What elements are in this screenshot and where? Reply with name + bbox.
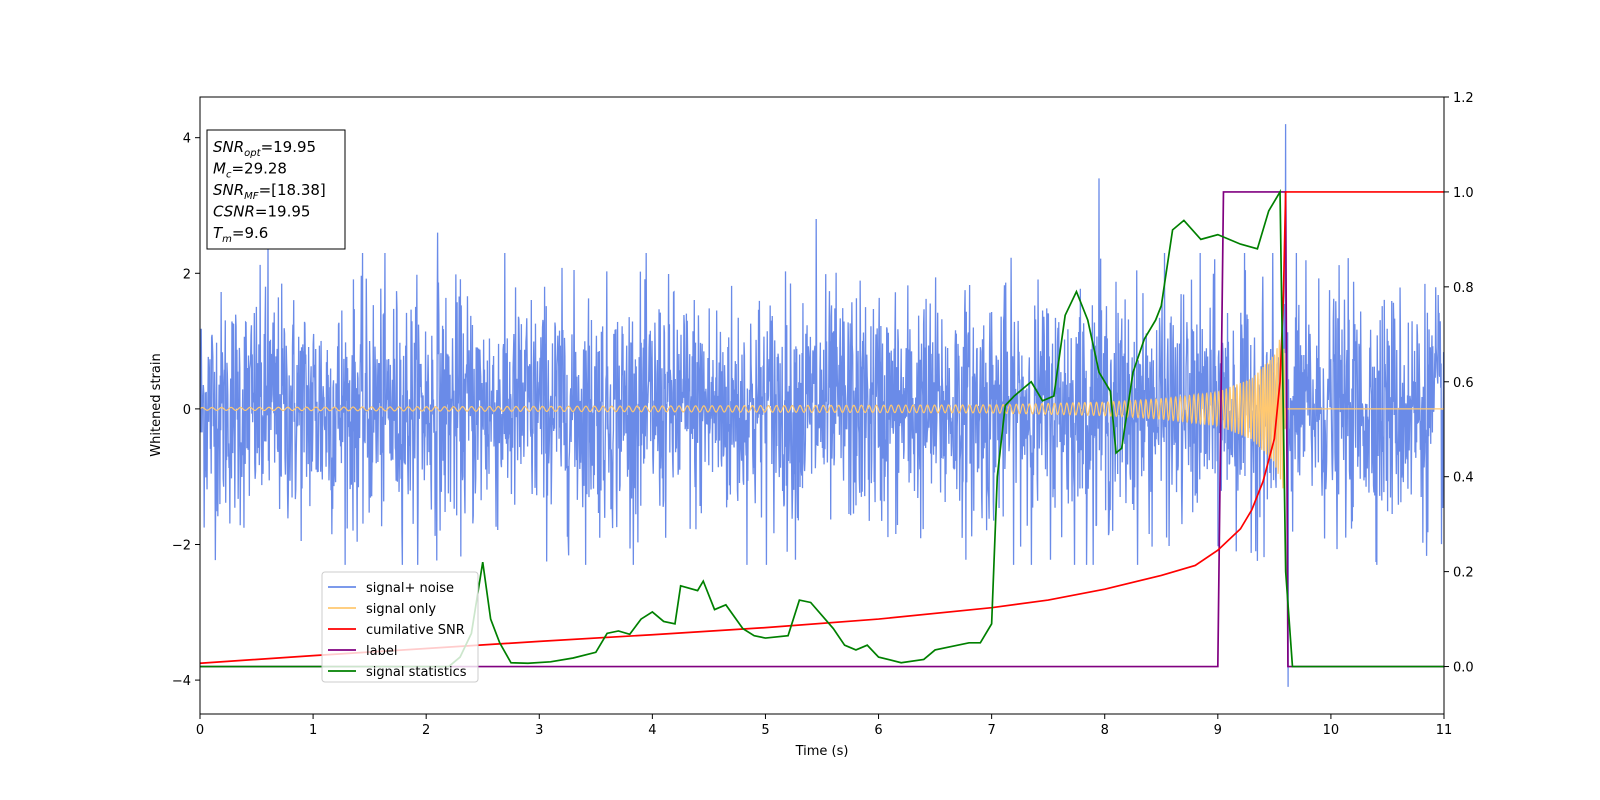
- x-tick-label: 8: [1101, 723, 1109, 738]
- info-line: SNRopt=19.95: [213, 138, 316, 159]
- x-tick-label: 5: [761, 723, 769, 738]
- x-tick-label: 9: [1214, 723, 1222, 738]
- y-right-tick-label: 0.8: [1453, 281, 1474, 296]
- x-tick-label: 0: [196, 723, 204, 738]
- info-line-value: =19.95: [261, 138, 317, 156]
- y-tick-label: 0: [183, 403, 191, 418]
- y-tick-label: 2: [183, 267, 191, 282]
- info-line-subscript: opt: [244, 148, 261, 159]
- ticks-layer: 0 1 2 3 4 5 6 7 8 9 10 11 −4 −2 0 2 4 0.0 0.2 0.4 0.6 0.8 1.0 1…: [172, 91, 1474, 738]
- info-line-value: =[18.38]: [259, 181, 326, 199]
- info-box-frame: [206, 129, 346, 250]
- plot-frame: [199, 96, 1445, 715]
- info-line-symbol: CSNR: [213, 203, 255, 221]
- y-right-tick-label: 1.0: [1453, 186, 1474, 201]
- series-layer: [200, 124, 1444, 687]
- info-line-subscript: c: [226, 170, 232, 181]
- series-signal-statistics-line: [200, 188, 1444, 668]
- x-tick-label: 10: [1323, 723, 1340, 738]
- series-cumulative-snr-line: [200, 191, 1444, 665]
- info-line: Mc=29.28: [213, 160, 287, 181]
- y-tick-label: −2: [172, 538, 191, 553]
- x-tick-label: 11: [1436, 723, 1453, 738]
- y-axis-label: Whitened strain: [149, 353, 164, 456]
- y-tick-label: −4: [172, 674, 191, 689]
- info-line-value: =19.95: [255, 203, 311, 221]
- info-line-symbol: M: [213, 160, 226, 178]
- info-box: SNRopt=19.95Mc=29.28SNRMF=[18.38]CSNR=19…: [206, 129, 346, 250]
- legend-label: signal statistics: [366, 665, 467, 680]
- y-tick-label: 4: [183, 132, 191, 147]
- info-line-value: =9.6: [232, 224, 268, 242]
- legend-label: cumilative SNR: [366, 623, 465, 638]
- series-signal-only-line: [200, 333, 1444, 489]
- info-line-symbol: SNR: [213, 138, 244, 156]
- x-tick-label: 6: [874, 723, 882, 738]
- legend-label: signal+ noise: [366, 581, 454, 596]
- info-line-value: =29.28: [231, 160, 287, 178]
- x-tick-label: 1: [309, 723, 317, 738]
- info-line-subscript: MF: [244, 191, 259, 202]
- y-right-tick-label: 0.6: [1453, 376, 1474, 391]
- x-tick-label: 4: [648, 723, 656, 738]
- y-right-tick-label: 0.0: [1453, 661, 1474, 676]
- y-right-tick-label: 1.2: [1453, 91, 1474, 106]
- legend-label: label: [366, 644, 397, 659]
- legend: signal+ noise signal only cumilative SNR la…: [321, 571, 479, 683]
- y-right-tick-label: 0.2: [1453, 566, 1474, 581]
- info-line: SNRMF=[18.38]: [213, 181, 326, 202]
- info-line: Tm=9.6: [213, 224, 268, 245]
- x-axis-label: Time (s): [795, 744, 849, 759]
- info-line-symbol: SNR: [213, 181, 244, 199]
- x-tick-label: 3: [535, 723, 543, 738]
- legend-frame: [321, 571, 479, 683]
- x-tick-label: 7: [987, 723, 995, 738]
- x-tick-label: 2: [422, 723, 430, 738]
- info-line-symbol: T: [213, 224, 224, 242]
- info-line-subscript: m: [222, 234, 232, 245]
- y-right-tick-label: 0.4: [1453, 471, 1474, 486]
- legend-label: signal only: [366, 602, 436, 617]
- info-line: CSNR=19.95: [213, 203, 310, 221]
